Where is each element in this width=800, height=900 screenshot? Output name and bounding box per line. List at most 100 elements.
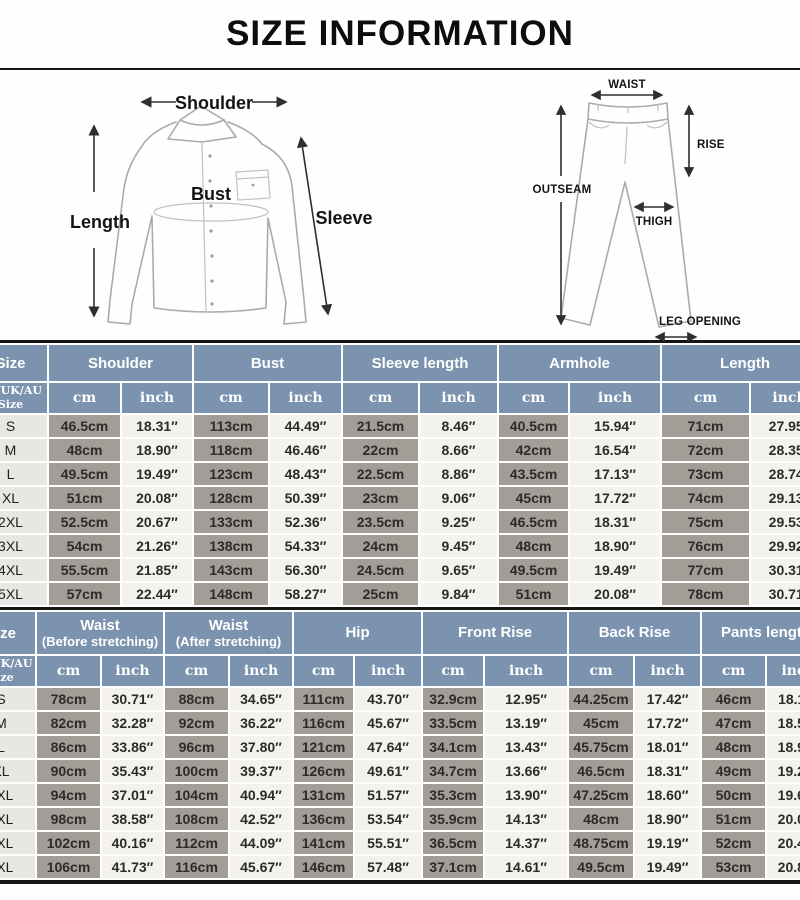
inch-value-cell: 19.69″ [765,782,800,808]
cm-value-cell: 108cm [163,806,231,832]
inch-value-cell: 28.35″ [749,437,800,463]
cm-value-cell: 53cm [700,854,768,880]
cm-value-cell: 33.5cm [421,710,486,736]
inch-value-cell: 12.95″ [483,686,570,712]
table-row: 5XL 57cm 22.44″ 148cm 58.27″ 25cm 9.84″ 51cm 20.… [0,581,800,607]
unit-inch-header: inch [568,381,663,415]
waist-label: WAIST [608,79,645,91]
unit-cm-header: cm [35,654,102,688]
size-standard-header: US/UK/AU Size [0,654,37,688]
size-standard-header: US/UK/AU Size [0,381,49,415]
shirt-size-table-wrapper: Size Shoulder Bust Sleeve length Armhole… [0,340,800,607]
unit-cm-header: cm [497,381,571,415]
inch-value-cell: 27.95″ [749,413,800,439]
table-row: 4XL 55.5cm 21.85″ 143cm 56.30″ 24.5cm 9.65″ 49.… [0,557,800,583]
cm-value-cell: 35.3cm [421,782,486,808]
cm-value-cell: 48cm [567,806,636,832]
cm-value-cell: 136cm [292,806,356,832]
inch-value-cell: 20.67″ [119,509,195,535]
table-row: L86cm33.86″96cm37.80″121cm47.64″34.1cm13… [0,734,800,760]
cm-value-cell: 148cm [192,581,271,607]
cm-value-cell: 46.5cm [567,758,636,784]
pants-length-column-header: Pants length [700,610,800,656]
pants-size-table-wrapper: Size Waist (Before stretching) Waist (Af… [0,607,800,884]
outseam-label: OUTSEAM [533,184,592,196]
size-cell: L [0,734,37,760]
inch-value-cell: 42.52″ [228,806,295,832]
cm-value-cell: 72cm [660,437,752,463]
inch-value-cell: 51.57″ [353,782,424,808]
inch-value-cell: 18.90″ [765,734,800,760]
bust-column-header: Bust [192,343,344,383]
inch-value-cell: 18.90″ [633,806,703,832]
cm-value-cell: 133cm [192,509,271,535]
cm-value-cell: 106cm [35,854,102,880]
waist-after-column-header: Waist (After stretching) [163,610,295,656]
unit-inch-header: inch [418,381,500,415]
cm-value-cell: 44.25cm [567,686,636,712]
cm-value-cell: 116cm [292,710,356,736]
inch-value-cell: 14.61″ [483,854,570,880]
cm-value-cell: 50cm [700,782,768,808]
group-sublabel: (Before stretching) [41,633,159,649]
inch-value-cell: 17.42″ [633,686,703,712]
unit-header-row: US/UK/AU Size cm inch cm inch cm inch cm… [0,654,800,688]
cm-value-cell: 90cm [35,758,102,784]
unit-cm-header: cm [421,654,486,688]
cm-value-cell: 92cm [163,710,231,736]
title-bar: SIZE INFORMATION [0,0,800,70]
table-row: 5XL106cm41.73″116cm45.67″146cm57.48″37.1… [0,854,800,880]
inch-value-cell: 18.31″ [633,758,703,784]
table-row: S78cm30.71″88cm34.65″111cm43.70″32.9cm12… [0,686,800,712]
front-rise-column-header: Front Rise [421,610,570,656]
size-cell: S [0,686,37,712]
measurement-diagrams: Shoulder Length Bust Sleeve [0,70,800,343]
inch-value-cell: 18.60″ [633,782,703,808]
unit-inch-header: inch [99,654,166,688]
inch-value-cell: 18.31″ [568,509,663,535]
cm-value-cell: 78cm [35,686,102,712]
group-label: Hip [345,624,370,641]
cm-value-cell: 23cm [341,485,421,511]
cm-value-cell: 49.5cm [567,854,636,880]
shirt-diagram: Shoulder Length Bust Sleeve [70,93,373,325]
unit-inch-header: inch [353,654,424,688]
unit-cm-header: cm [341,381,421,415]
cm-value-cell: 48cm [700,734,768,760]
inch-value-cell: 20.08″ [765,806,800,832]
cm-value-cell: 22.5cm [341,461,421,487]
inch-value-cell: 18.50″ [765,710,800,736]
length-column-header: Length [660,343,800,383]
unit-inch-header: inch [228,654,295,688]
inch-value-cell: 13.90″ [483,782,570,808]
cm-value-cell: 45cm [567,710,636,736]
table-row: M 48cm 18.90″ 118cm 46.46″ 22cm 8.66″ 42cm 16.54… [0,437,800,463]
cm-value-cell: 43.5cm [497,461,571,487]
inch-value-cell: 14.37″ [483,830,570,856]
cm-value-cell: 48cm [47,437,122,463]
cm-value-cell: 47cm [700,710,768,736]
inch-value-cell: 21.26″ [119,533,195,559]
inch-value-cell: 19.49″ [568,557,663,583]
inch-value-cell: 45.67″ [228,854,295,880]
inch-value-cell: 19.49″ [633,854,703,880]
inch-value-cell: 57.48″ [353,854,424,880]
size-cell: 3XL [0,533,49,559]
size-cell: XL [0,758,37,784]
size-cell: 3XL [0,806,37,832]
pants-outline-icon [560,102,692,328]
inch-value-cell: 29.92″ [749,533,800,559]
table-row: S 46.5cm 18.31″ 113cm 44.49″ 21.5cm 8.46″ 40.5c… [0,413,800,439]
table-row: 2XL94cm37.01″104cm40.94″131cm51.57″35.3c… [0,782,800,808]
inch-value-cell: 21.85″ [119,557,195,583]
unit-inch-header: inch [765,654,800,688]
inch-value-cell: 18.90″ [119,437,195,463]
pants-size-table: Size Waist (Before stretching) Waist (Af… [0,610,800,880]
group-label: Waist [80,616,120,634]
waist-before-column-header: Waist (Before stretching) [34,610,166,656]
cm-value-cell: 78cm [660,581,752,607]
inch-value-cell: 30.71″ [99,686,166,712]
cm-value-cell: 24cm [341,533,421,559]
inch-value-cell: 44.49″ [268,413,344,439]
inch-value-cell: 30.31″ [749,557,800,583]
